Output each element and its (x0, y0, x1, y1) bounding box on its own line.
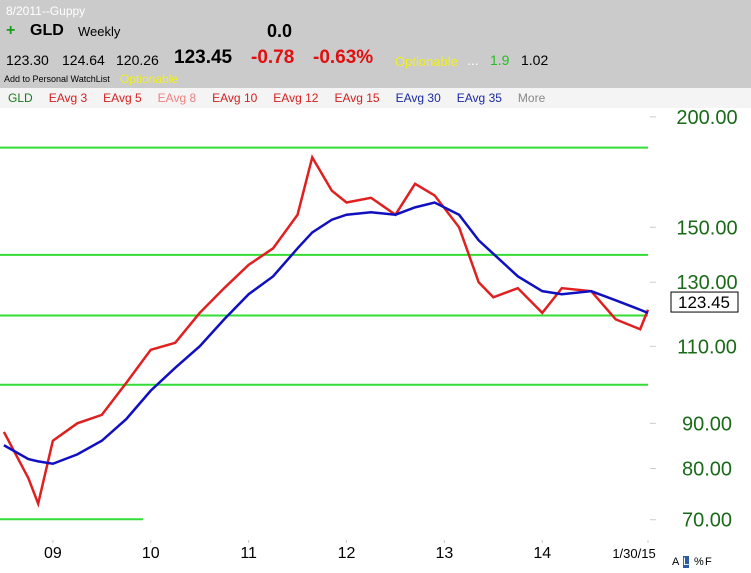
last-price: 123.45 (174, 47, 233, 68)
last-price-tag: 123.45 (678, 293, 730, 312)
change: -0.78 (251, 47, 295, 68)
indicator-label[interactable]: EAvg 3 (48, 91, 88, 105)
layout-name[interactable]: 8/2011--Guppy (6, 4, 86, 18)
x-tick-label: 12 (338, 545, 356, 562)
symbol[interactable]: GLD (30, 22, 64, 39)
low: 120.26 (116, 52, 159, 68)
indicator-label[interactable]: GLD (8, 91, 33, 105)
footer-button[interactable]: F (705, 556, 712, 568)
y-tick-label: 70.00 (682, 510, 732, 532)
indicator-label[interactable]: EAvg 15 (334, 91, 380, 105)
indicator-label[interactable]: EAvg 30 (395, 91, 441, 105)
x-tick-label: 11 (240, 545, 257, 562)
indicator-bar: GLD EAvg 3 EAvg 5 EAvg 8 EAvg 10 EAvg 12 EAvg … (0, 88, 751, 108)
change-pct: -0.63% (313, 47, 374, 68)
beta: 1.02 (521, 52, 549, 68)
high: 124.64 (62, 52, 105, 68)
last-price-box (670, 291, 739, 313)
footer-button[interactable]: % (694, 556, 704, 568)
optionable-label: Optionable (120, 72, 179, 86)
open: 123.30 (6, 52, 49, 68)
indicator-label[interactable]: EAvg 5 (103, 91, 142, 105)
indicator-label[interactable]: EAvg 10 (212, 91, 258, 105)
price-line (3, 201, 649, 466)
x-tick-label: 09 (44, 545, 62, 562)
period[interactable]: Weekly (78, 24, 121, 39)
indicator-value: 0.0 (267, 21, 293, 41)
watchlist-link[interactable]: Add to Personal WatchList (4, 74, 110, 84)
y-tick-label: 90.00 (682, 413, 732, 435)
indicator-label[interactable]: EAvg 12 (273, 91, 319, 105)
y-tick-label: 80.00 (682, 459, 732, 481)
indicator-label[interactable]: EAvg 8 (157, 91, 197, 105)
footer-button[interactable]: L (683, 556, 690, 568)
y-tick-label: 130.00 (676, 272, 737, 294)
x-tick-label: 1/30/15 (612, 546, 655, 561)
optionable: Optionable (395, 54, 458, 69)
y-tick-label: 110.00 (677, 336, 737, 358)
x-tick-label: 10 (142, 545, 160, 562)
x-tick-label: 14 (533, 545, 551, 562)
indicator-label[interactable]: EAvg 35 (456, 91, 502, 105)
add-icon[interactable]: + (6, 22, 16, 39)
ratio: 1.9 (490, 52, 510, 68)
footer-button[interactable]: A (672, 556, 680, 568)
x-tick-label: 13 (436, 545, 454, 562)
price-line (2, 154, 650, 508)
ellipsis: ... (467, 52, 479, 68)
y-tick-label: 200.00 (676, 107, 737, 129)
indicator-label[interactable]: More (517, 91, 546, 105)
header: 8/2011--Guppy + GLD Weekly 0.0 123.30 12… (0, 0, 751, 88)
y-tick-label: 150.00 (676, 217, 737, 239)
